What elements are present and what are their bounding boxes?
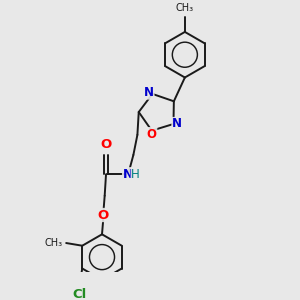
Text: H: H [131, 168, 140, 181]
Text: O: O [100, 139, 112, 152]
Text: N: N [144, 86, 154, 99]
Text: CH₃: CH₃ [176, 3, 194, 13]
Text: CH₃: CH₃ [44, 238, 62, 248]
Text: O: O [98, 208, 109, 221]
Text: N: N [123, 168, 133, 181]
Text: N: N [172, 118, 182, 130]
Text: O: O [147, 128, 157, 141]
Text: Cl: Cl [73, 288, 87, 300]
